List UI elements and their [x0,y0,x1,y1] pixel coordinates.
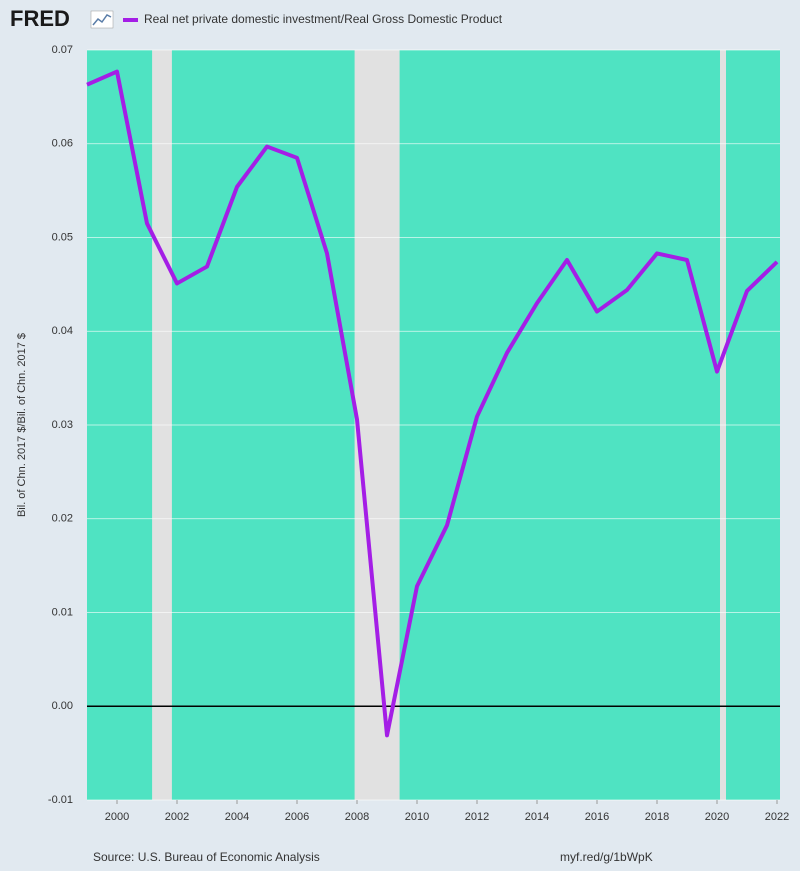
y-tick-label: 0.06 [52,138,73,150]
x-tick-label: 2014 [525,811,549,823]
y-tick-label: 0.02 [52,513,73,525]
series-line [86,69,779,738]
y-axis-label: Bil. of Chn. 2017 $/Bil. of Chn. 2017 $ [16,333,28,517]
logo: FRED [10,6,70,31]
x-tick-label: 2010 [405,811,429,823]
x-tick-label: 2020 [705,811,729,823]
y-tick-label: -0.01 [48,794,73,806]
y-tick-label: 0.05 [52,231,73,243]
y-tick-label: 0.03 [52,419,73,431]
x-tick-label: 2018 [645,811,669,823]
y-tick-label: 0.04 [52,325,73,337]
logo-icon [90,10,114,29]
x-tick-label: 2012 [465,811,489,823]
x-tick-label: 2004 [225,811,249,823]
y-tick-label: 0.00 [52,700,73,712]
x-tick-label: 2000 [105,811,129,823]
legend-label: Real net private domestic investment/Rea… [144,12,503,26]
y-tick-label: 0.01 [52,606,73,618]
source: Source: U.S. Bureau of Economic Analysis [93,850,320,864]
x-tick-label: 2008 [345,811,369,823]
y-tick-label: 0.07 [52,44,73,56]
link[interactable]: myf.red/g/1bWpK [560,850,653,864]
x-tick-label: 2006 [285,811,309,823]
x-tick-label: 2002 [165,811,189,823]
x-tick-label: 2016 [585,811,609,823]
x-tick-label: 2022 [765,811,789,823]
